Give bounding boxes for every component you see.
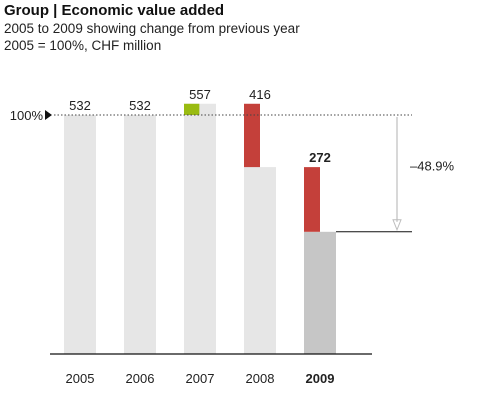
bar-2009-decrease xyxy=(304,167,320,232)
data-label-2007: 557 xyxy=(189,87,211,102)
x-tick-label-2009: 2009 xyxy=(306,371,335,386)
bar-2007-increase xyxy=(184,103,200,115)
reference-marker-icon xyxy=(45,110,52,120)
bar-2006 xyxy=(124,115,156,354)
data-label-2008: 416 xyxy=(249,87,271,102)
x-tick-label-2005: 2005 xyxy=(66,371,95,386)
x-tick-label-2007: 2007 xyxy=(186,371,215,386)
bar-2005 xyxy=(64,115,96,354)
bar-2007-increase-base xyxy=(184,103,216,115)
reference-label: 100% xyxy=(10,108,44,123)
change-label: –48.9% xyxy=(410,158,455,173)
x-tick-label-2008: 2008 xyxy=(246,371,275,386)
bar-2008-decrease xyxy=(244,103,260,168)
bar-2009 xyxy=(304,231,336,354)
change-arrow-head-icon xyxy=(392,219,402,232)
bar-2008 xyxy=(244,167,276,354)
chart-title: Group | Economic value added xyxy=(4,2,225,19)
bar-2007 xyxy=(184,115,216,354)
chart-subtitle-line2: 2005 = 100%, CHF million xyxy=(4,38,162,53)
chart-subtitle-line1: 2005 to 2009 showing change from previou… xyxy=(4,21,300,36)
data-label-2005: 532 xyxy=(69,98,91,113)
x-tick-label-2006: 2006 xyxy=(126,371,155,386)
data-label-2009: 272 xyxy=(309,150,331,165)
data-label-2006: 532 xyxy=(129,98,151,113)
